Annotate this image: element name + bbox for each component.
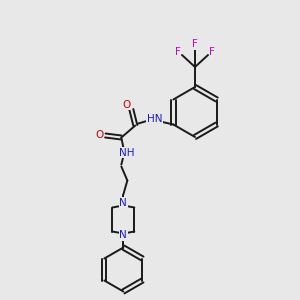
- Text: F: F: [175, 47, 181, 57]
- Text: HN: HN: [147, 115, 162, 124]
- Text: N: N: [119, 197, 127, 208]
- Text: F: F: [209, 47, 215, 57]
- Text: O: O: [122, 100, 130, 110]
- Text: O: O: [95, 130, 103, 140]
- Text: NH: NH: [118, 148, 134, 158]
- Text: F: F: [192, 39, 198, 49]
- Text: N: N: [119, 230, 127, 241]
